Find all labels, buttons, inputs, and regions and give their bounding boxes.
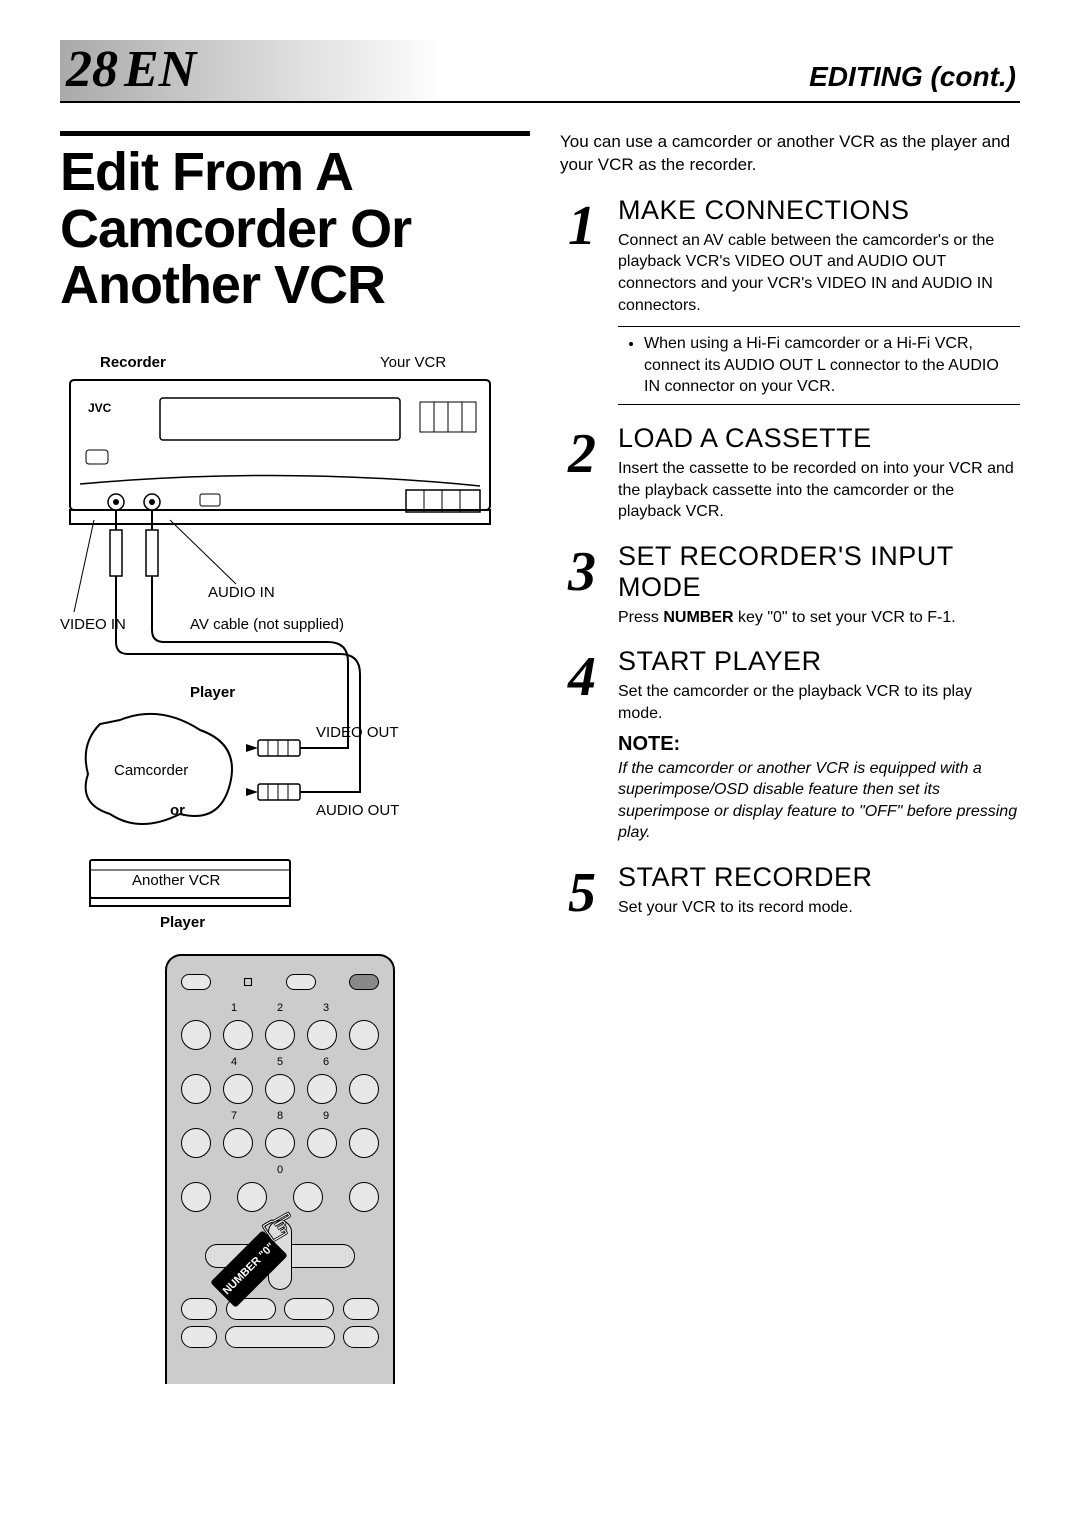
remote-button bbox=[181, 974, 211, 990]
av-cable-label: AV cable (not supplied) bbox=[190, 616, 344, 633]
step-bullet-item: When using a Hi-Fi camcorder or a Hi-Fi … bbox=[644, 333, 1014, 398]
digit-label: 3 bbox=[311, 1002, 341, 1014]
step-1: 1 MAKE CONNECTIONS Connect an AV cable b… bbox=[560, 195, 1020, 405]
remote-button-8 bbox=[265, 1128, 295, 1158]
camcorder-label: Camcorder bbox=[114, 762, 188, 779]
digit-label: 7 bbox=[219, 1110, 249, 1122]
digit-label: 0 bbox=[265, 1164, 295, 1176]
step-2: 2 LOAD A CASSETTE Insert the cassette to… bbox=[560, 423, 1020, 523]
remote-button bbox=[349, 1074, 379, 1104]
remote-button bbox=[181, 1182, 211, 1212]
remote-button bbox=[181, 1326, 217, 1348]
connection-diagram: Recorder Your VCR JVC bbox=[60, 354, 500, 944]
digit-label: 4 bbox=[219, 1056, 249, 1068]
step-bullet: When using a Hi-Fi camcorder or a Hi-Fi … bbox=[618, 326, 1020, 405]
page-lang: EN bbox=[118, 41, 196, 98]
remote-button bbox=[181, 1020, 211, 1050]
remote-button bbox=[349, 1020, 379, 1050]
step-number: 4 bbox=[560, 652, 604, 844]
step-text: Press NUMBER key "0" to set your VCR to … bbox=[618, 607, 1020, 629]
diagram-svg: JVC bbox=[60, 354, 500, 944]
step-text: Set the camcorder or the playback VCR to… bbox=[618, 681, 1020, 724]
step-text: Insert the cassette to be recorded on in… bbox=[618, 458, 1020, 523]
step-4: 4 START PLAYER Set the camcorder or the … bbox=[560, 646, 1020, 844]
intro-text: You can use a camcorder or another VCR a… bbox=[560, 131, 1020, 177]
remote-indicator bbox=[244, 978, 252, 986]
player-label-bottom: Player bbox=[160, 914, 205, 931]
remote-button bbox=[225, 1326, 335, 1348]
step-number: 2 bbox=[560, 429, 604, 523]
title-block: Edit From A Camcorder Or Another VCR bbox=[60, 131, 530, 314]
main-title: Edit From A Camcorder Or Another VCR bbox=[60, 144, 530, 314]
step-number: 1 bbox=[560, 201, 604, 405]
remote-diagram: 1 2 3 bbox=[60, 954, 500, 1394]
remote-button-1 bbox=[223, 1020, 253, 1050]
remote-button bbox=[181, 1128, 211, 1158]
remote-button-3 bbox=[307, 1020, 337, 1050]
digit-label: 9 bbox=[311, 1110, 341, 1122]
remote-button bbox=[286, 974, 316, 990]
remote-button-5 bbox=[265, 1074, 295, 1104]
step-5: 5 START RECORDER Set your VCR to its rec… bbox=[560, 862, 1020, 919]
video-out-label: VIDEO OUT bbox=[316, 724, 399, 741]
step-title: START RECORDER bbox=[618, 862, 1020, 893]
section-header: EDITING (cont.) bbox=[809, 61, 1020, 93]
note-text: If the camcorder or another VCR is equip… bbox=[618, 758, 1020, 844]
remote-button-4 bbox=[223, 1074, 253, 1104]
remote-button-6 bbox=[307, 1074, 337, 1104]
remote-button-0 bbox=[293, 1182, 323, 1212]
step-title: LOAD A CASSETTE bbox=[618, 423, 1020, 454]
step-title: MAKE CONNECTIONS bbox=[618, 195, 1020, 226]
remote-button bbox=[349, 1128, 379, 1158]
remote-button bbox=[181, 1074, 211, 1104]
step-number: 3 bbox=[560, 547, 604, 629]
remote-button bbox=[349, 1182, 379, 1212]
page-number: 28EN bbox=[60, 40, 196, 99]
remote-button bbox=[343, 1298, 379, 1320]
remote-button bbox=[181, 1298, 217, 1320]
note-heading: NOTE: bbox=[618, 733, 1020, 756]
step-text: Set your VCR to its record mode. bbox=[618, 897, 1020, 919]
remote-button bbox=[343, 1326, 379, 1348]
another-vcr-label: Another VCR bbox=[132, 872, 220, 889]
remote-button-7 bbox=[223, 1128, 253, 1158]
audio-out-label: AUDIO OUT bbox=[316, 802, 399, 819]
remote-button-2 bbox=[265, 1020, 295, 1050]
video-in-label: VIDEO IN bbox=[60, 616, 126, 633]
digit-label: 5 bbox=[265, 1056, 295, 1068]
page-number-value: 28 bbox=[60, 41, 118, 98]
digit-label: 1 bbox=[219, 1002, 249, 1014]
remote-button bbox=[284, 1298, 334, 1320]
remote-button-9 bbox=[307, 1128, 337, 1158]
digit-label: 8 bbox=[265, 1110, 295, 1122]
step-text: Connect an AV cable between the camcorde… bbox=[618, 230, 1020, 316]
page-header: 28EN EDITING (cont.) bbox=[60, 40, 1020, 103]
player-label-top: Player bbox=[190, 684, 235, 701]
audio-in-label: AUDIO IN bbox=[208, 584, 275, 601]
step-number: 5 bbox=[560, 868, 604, 919]
digit-label: 6 bbox=[311, 1056, 341, 1068]
remote-button bbox=[237, 1182, 267, 1212]
brand-text: JVC bbox=[88, 401, 112, 415]
remote-control: 1 2 3 bbox=[165, 954, 395, 1384]
or-label: or bbox=[170, 802, 185, 819]
step-title: SET RECORDER'S INPUT MODE bbox=[618, 541, 1020, 603]
step-title: START PLAYER bbox=[618, 646, 1020, 677]
step-3: 3 SET RECORDER'S INPUT MODE Press NUMBER… bbox=[560, 541, 1020, 629]
remote-button bbox=[349, 974, 379, 990]
digit-label: 2 bbox=[265, 1002, 295, 1014]
